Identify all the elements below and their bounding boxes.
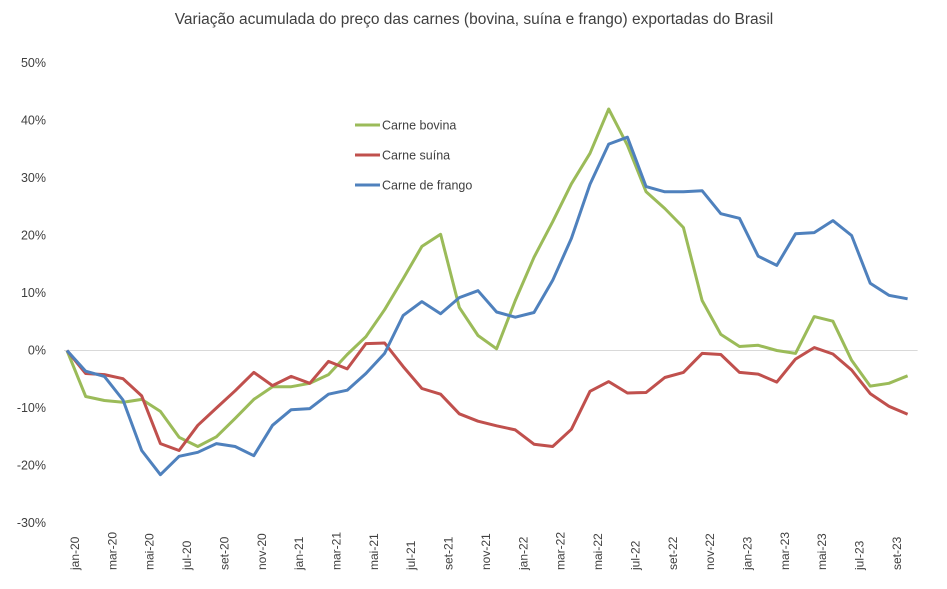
x-tick-label: jul-20	[180, 540, 194, 571]
x-tick-label: jul-21	[404, 540, 418, 571]
x-axis: jan-20 mar-20 mai-20 jul-20 set-20 nov-20 jan-…	[64, 350, 918, 571]
x-tick-label: nov-20	[255, 533, 269, 570]
legend: Carne bovina Carne suína Carne de frango	[355, 119, 472, 193]
x-tick-label: jul-22	[628, 540, 642, 571]
x-tick-label: jan-22	[516, 536, 530, 571]
x-tick-label: jul-23	[853, 540, 867, 571]
y-tick-label: 50%	[21, 56, 46, 70]
series-line-carne-de-frango	[65, 135, 908, 477]
y-tick-label: 20%	[21, 229, 46, 243]
chart-title: Variação acumulada do preço das carnes (…	[175, 11, 774, 28]
x-tick-label: mar-20	[105, 532, 119, 570]
x-tick-label: mai-22	[591, 533, 605, 570]
x-tick-label: mar-22	[554, 532, 568, 570]
y-tick-label: -10%	[17, 401, 46, 415]
y-tick-label: 10%	[21, 286, 46, 300]
y-axis: -30% -20% -10% 0% 10% 20% 30% 40% 50%	[17, 56, 46, 530]
x-tick-label: mar-21	[330, 532, 344, 570]
x-tick-label: set-23	[890, 536, 904, 570]
legend-label: Carne bovina	[382, 119, 456, 133]
series-line-carne-suína	[65, 341, 909, 452]
y-tick-label: 30%	[21, 171, 46, 185]
x-tick-label: jan-21	[292, 536, 306, 571]
series-lines	[65, 107, 909, 477]
y-tick-label: 40%	[21, 114, 46, 128]
x-tick-label: jan-20	[68, 536, 82, 571]
x-tick-label: set-20	[217, 536, 231, 570]
y-tick-label: -20%	[17, 459, 46, 473]
y-tick-label: 0%	[28, 344, 46, 358]
x-tick-label: mai-21	[367, 533, 381, 570]
x-tick-label: mai-23	[815, 533, 829, 570]
legend-label: Carne suína	[382, 149, 450, 163]
series-line-carne-bovina	[65, 107, 909, 448]
x-tick-label: nov-21	[479, 533, 493, 570]
x-tick-label: mai-20	[143, 533, 157, 570]
x-tick-label: nov-22	[703, 533, 717, 570]
x-tick-label: mar-23	[778, 532, 792, 570]
x-tick-label: set-22	[666, 536, 680, 570]
x-tick-label: set-21	[442, 536, 456, 570]
y-tick-label: -30%	[17, 516, 46, 530]
legend-label: Carne de frango	[382, 179, 472, 193]
x-tick-label: jan-23	[740, 536, 754, 571]
